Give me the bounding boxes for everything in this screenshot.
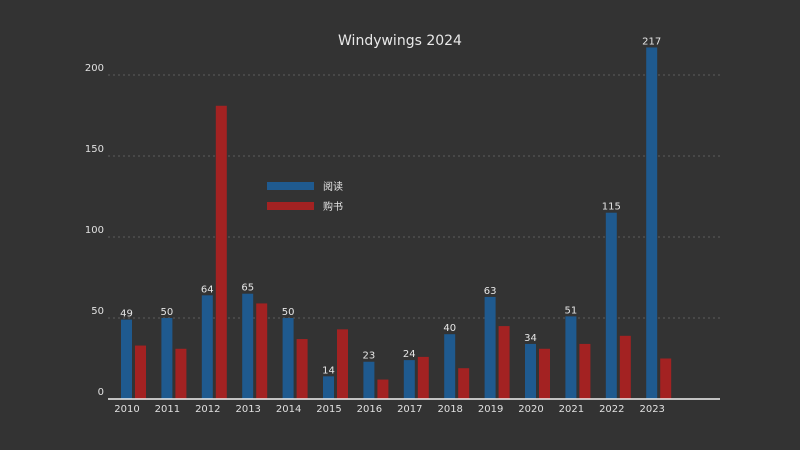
- x-tick-label-2012: 2012: [195, 404, 220, 415]
- bar-buying-2021: [579, 343, 591, 399]
- bars: [121, 47, 672, 400]
- data-label-2011: 50: [161, 307, 174, 318]
- bar-reading-2016: [363, 361, 375, 399]
- y-tick-label: 50: [91, 306, 104, 317]
- bar-buying-2014: [296, 339, 308, 399]
- x-tick-label-2013: 2013: [235, 404, 260, 415]
- x-axis-ticks: 2010 2011 2012 2013 2014 2015 2016 2017 2018 2019…: [114, 404, 665, 415]
- x-tick-label-2011: 2011: [155, 404, 180, 415]
- data-label-2016: 23: [363, 351, 376, 362]
- legend-swatch-reading: [267, 182, 314, 190]
- x-tick-label-2016: 2016: [357, 404, 382, 415]
- x-tick-label-2023: 2023: [639, 404, 664, 415]
- x-tick-label-2020: 2020: [518, 404, 543, 415]
- bar-buying-2011: [175, 348, 187, 399]
- bar-reading-2017: [403, 360, 415, 399]
- bar-buying-2023: [660, 358, 672, 399]
- x-tick-label-2010: 2010: [114, 404, 139, 415]
- bar-buying-2012: [215, 105, 227, 399]
- bar-reading-2012: [201, 295, 213, 399]
- bar-reading-2018: [444, 334, 456, 399]
- bar-buying-2020: [539, 348, 550, 399]
- data-label-2012: 64: [201, 284, 214, 295]
- bar-buying-2022: [619, 335, 631, 399]
- data-label-2013: 65: [241, 283, 254, 294]
- bar-buying-2016: [377, 379, 389, 399]
- data-label-2010: 49: [120, 309, 133, 320]
- bar-reading-2013: [242, 293, 254, 399]
- bar-buying-2013: [256, 303, 268, 399]
- data-label-2015: 14: [322, 365, 335, 376]
- x-tick-label-2015: 2015: [316, 404, 341, 415]
- data-label-2022: 115: [602, 202, 621, 213]
- bar-reading-2019: [484, 296, 496, 399]
- bar-reading-2014: [282, 318, 294, 399]
- x-tick-label-2014: 2014: [276, 404, 301, 415]
- bar-buying-2017: [417, 356, 429, 399]
- legend-label-reading: 阅读: [323, 180, 343, 193]
- chart-title: Windywings 2024: [338, 33, 462, 49]
- x-tick-label-2019: 2019: [478, 404, 503, 415]
- bar-reading-2020: [525, 343, 536, 399]
- data-label-2017: 24: [403, 349, 416, 360]
- data-labels: 49 50 64 65 50 14 23 24 40 63 34 51 115 217: [120, 36, 661, 376]
- x-tick-label-2017: 2017: [397, 404, 422, 415]
- x-tick-label-2021: 2021: [559, 404, 584, 415]
- bar-buying-2019: [498, 326, 510, 399]
- bar-reading-2010: [121, 319, 132, 399]
- y-axis-ticks: 0 50 100 150 200: [85, 63, 104, 398]
- legend-label-buying: 购书: [323, 200, 343, 213]
- data-label-2020: 34: [524, 333, 537, 344]
- y-tick-label: 150: [85, 144, 104, 155]
- legend-swatch-buying: [267, 202, 314, 210]
- bar-buying-2015: [337, 329, 348, 399]
- grid-lines: [108, 74, 720, 319]
- bar-reading-2022: [605, 212, 617, 399]
- bar-buying-2010: [135, 345, 146, 399]
- y-tick-label: 0: [98, 387, 104, 398]
- data-label-2014: 50: [282, 307, 295, 318]
- x-tick-label-2018: 2018: [437, 404, 462, 415]
- y-tick-label: 100: [85, 225, 104, 236]
- bar-buying-2018: [458, 368, 470, 399]
- bar-reading-2011: [161, 318, 173, 399]
- bar-reading-2015: [323, 376, 334, 399]
- data-label-2023: 217: [642, 36, 661, 47]
- x-tick-label-2022: 2022: [599, 404, 624, 415]
- y-tick-label: 200: [85, 63, 104, 74]
- bar-reading-2021: [565, 316, 577, 399]
- data-label-2021: 51: [565, 305, 578, 316]
- bar-reading-2023: [646, 47, 658, 400]
- data-label-2019: 63: [484, 286, 497, 297]
- data-label-2018: 40: [443, 323, 456, 334]
